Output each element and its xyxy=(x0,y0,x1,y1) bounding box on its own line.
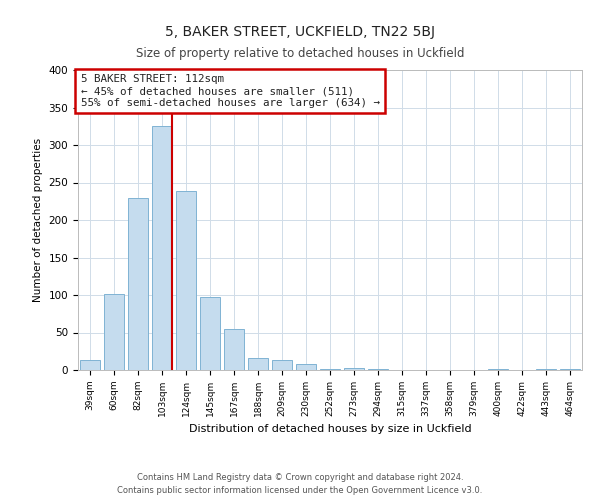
Text: 5 BAKER STREET: 112sqm
← 45% of detached houses are smaller (511)
55% of semi-de: 5 BAKER STREET: 112sqm ← 45% of detached… xyxy=(80,74,380,108)
Bar xyxy=(128,198,148,370)
Bar xyxy=(368,369,388,370)
Text: Contains HM Land Registry data © Crown copyright and database right 2024.: Contains HM Land Registry data © Crown c… xyxy=(137,474,463,482)
X-axis label: Distribution of detached houses by size in Uckfield: Distribution of detached houses by size … xyxy=(188,424,472,434)
Bar xyxy=(296,364,316,370)
Bar xyxy=(560,369,580,370)
Text: Contains public sector information licensed under the Open Government Licence v3: Contains public sector information licen… xyxy=(118,486,482,495)
Bar xyxy=(344,368,364,370)
Bar xyxy=(536,369,556,370)
Bar xyxy=(320,369,340,370)
Bar xyxy=(272,360,292,370)
Bar xyxy=(176,190,196,370)
Bar xyxy=(488,368,508,370)
Bar xyxy=(224,329,244,370)
Text: Size of property relative to detached houses in Uckfield: Size of property relative to detached ho… xyxy=(136,48,464,60)
Bar xyxy=(80,360,100,370)
Bar xyxy=(248,358,268,370)
Bar xyxy=(200,297,220,370)
Text: 5, BAKER STREET, UCKFIELD, TN22 5BJ: 5, BAKER STREET, UCKFIELD, TN22 5BJ xyxy=(165,25,435,39)
Y-axis label: Number of detached properties: Number of detached properties xyxy=(33,138,43,302)
Bar xyxy=(152,126,172,370)
Bar xyxy=(104,294,124,370)
